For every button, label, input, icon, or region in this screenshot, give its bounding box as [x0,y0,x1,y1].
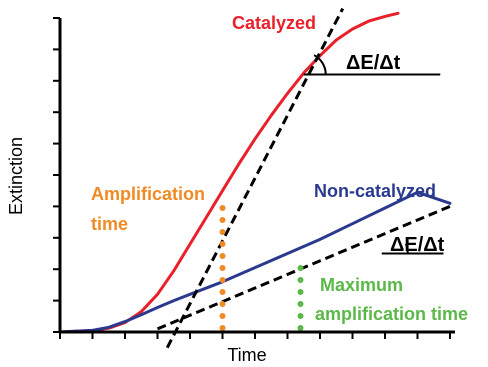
slope-angle-arc-1 [313,54,327,75]
x-axis-title: Time [227,345,266,365]
label-non-catalyzed: Non-catalyzed [314,181,436,201]
max-amplification-time-dot [297,313,304,319]
tangent-line-1 [165,7,345,349]
max-amplification-time-dot [297,325,304,331]
slope-label-catalyzed: ΔE/Δt [346,52,401,74]
max-amplification-time-dot [297,265,304,271]
max-amplification-time-dot [297,289,304,295]
amplification-time-dot [219,325,226,331]
label-amplification: Amplification [91,184,205,204]
label-maximum-amplification-time: amplification time [315,304,468,324]
axes-layer [53,17,455,339]
amplification-time-dot [219,241,226,247]
amplification-time-dot [219,253,226,259]
amplification-time-dot [219,229,226,235]
label-amplification-time: time [91,214,128,234]
series-line-non-catalyzed [58,190,452,334]
slope-angle-arc-2 [404,243,409,254]
curves-layer [58,7,452,349]
max-amplification-time-dot [297,301,304,307]
amplification-time-dot [219,277,226,283]
label-catalyzed: Catalyzed [232,13,316,33]
amplification-time-dot [219,205,226,211]
amplification-time-dot [219,289,226,295]
amplification-time-dot [219,217,226,223]
y-axis-title: Extinction [6,137,26,215]
slope-label-non-catalyzed: ΔE/Δt [390,234,445,256]
max-amplification-time-dot [297,277,304,283]
amplification-time-dot [219,265,226,271]
amplification-time-dot [219,301,226,307]
label-maximum: Maximum [320,275,403,295]
tangent-line-2 [156,205,451,331]
amplification-time-dot [219,313,226,319]
